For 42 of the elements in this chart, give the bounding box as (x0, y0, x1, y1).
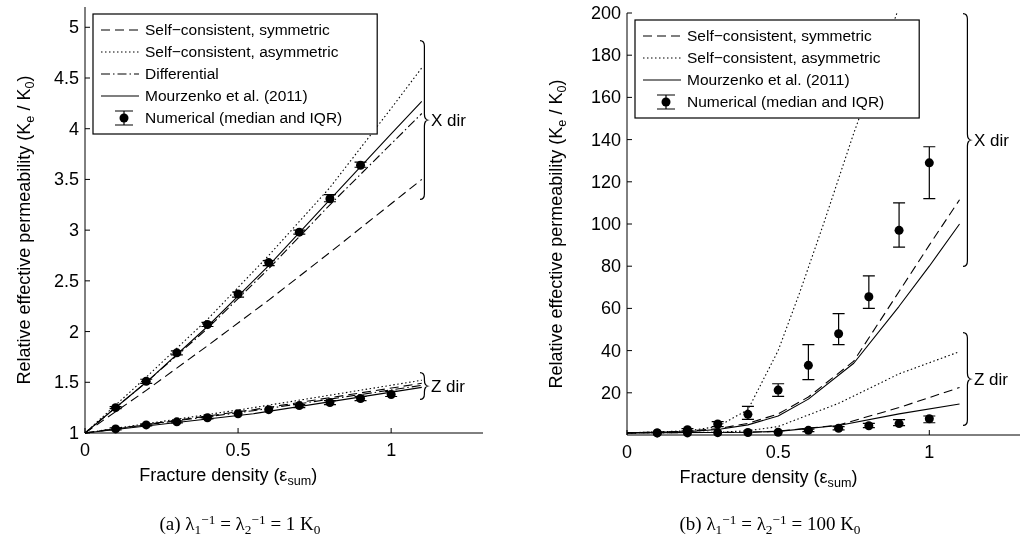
legend-label: Self−consistent, symmetric (687, 27, 873, 44)
annotation: X dir (431, 111, 467, 130)
legend-label: Numerical (median and IQR) (145, 109, 343, 126)
y-tick-label: 180 (590, 45, 621, 66)
annotation: Z dir (431, 377, 466, 396)
y-tick-label: 140 (590, 129, 621, 150)
x-tick-label: 0 (79, 440, 91, 460)
y-tick-label: 40 (600, 340, 621, 361)
y-tick-label: 200 (590, 3, 621, 23)
x-tick-label: 0 (621, 442, 633, 462)
legend-label: Self−consistent, asymmetric (145, 43, 339, 60)
annotation: X dir (974, 131, 1010, 150)
y-tick-label: 4.5 (53, 68, 79, 88)
y-tick-label: 60 (600, 298, 621, 319)
x-tick-label: 0.5 (225, 440, 251, 460)
x-tick-label: 1 (924, 442, 935, 462)
y-tick-label: 160 (590, 87, 621, 108)
y-tick-label: 20 (600, 382, 621, 403)
text: (a) λ$_{1}$$^{−1}$ = λ$_{2}$$^{−1}$ = 1 K$_{0}$ (159, 512, 321, 537)
y-tick-label: 2 (68, 321, 79, 342)
y-tick-label: 100 (590, 214, 621, 234)
y-tick-label: 1.5 (53, 372, 79, 393)
legend-label: Numerical (median and IQR) (687, 93, 885, 110)
y-tick-label: 4 (68, 118, 79, 139)
y-tick-label: 5 (68, 17, 79, 38)
y-tick-label: 1 (68, 423, 79, 443)
legend-label: Self−consistent, asymmetric (687, 49, 881, 66)
legend-label: Self−consistent, symmetric (145, 21, 331, 38)
x-tick-label: 1 (386, 440, 397, 460)
annotation: Z dir (974, 370, 1009, 389)
y-tick-label: 80 (600, 256, 621, 277)
y-tick-label: 2.5 (53, 270, 79, 291)
legend-label: Differential (145, 65, 219, 82)
legend-label: Mourzenko et al. (2011) (687, 71, 850, 88)
text: (b) λ$_{1}$$^{−1}$ = λ$_{2}$$^{−1}$ = 100 K$_{0}$ (679, 512, 861, 537)
y-tick-label: 3 (68, 220, 79, 241)
x-axis-title: Fracture density (ε$_{sum}$) (139, 465, 318, 488)
y-tick-label: 3.5 (53, 169, 79, 190)
y-tick-label: 120 (590, 171, 621, 192)
x-axis-title: Fracture density (ε$_{sum}$) (679, 467, 858, 490)
x-tick-label: 0.5 (765, 442, 791, 462)
legend-label: Mourzenko et al. (2011) (145, 87, 308, 104)
